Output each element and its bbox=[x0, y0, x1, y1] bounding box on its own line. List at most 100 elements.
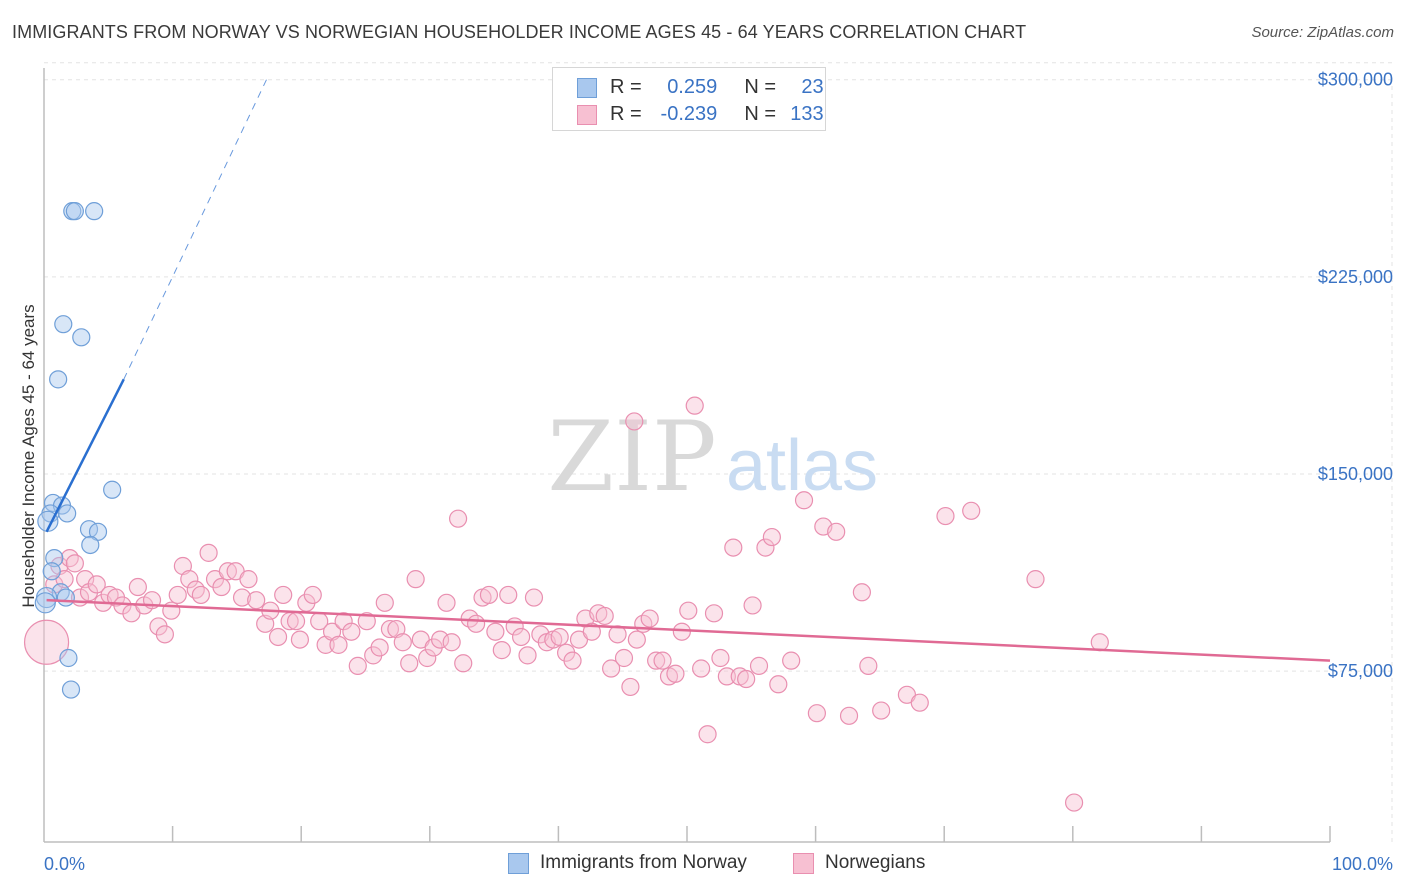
data-point-norwegians bbox=[653, 651, 672, 670]
data-point-norwegians bbox=[743, 596, 762, 615]
data-point-norwegians bbox=[737, 669, 756, 689]
data-point-norwegians bbox=[962, 501, 981, 520]
data-point-norwegians bbox=[357, 612, 376, 631]
data-point-norway bbox=[56, 588, 75, 607]
data-point-norwegians bbox=[199, 543, 218, 562]
legend-r-label: R = bbox=[610, 76, 642, 98]
data-point-norwegians bbox=[910, 693, 929, 712]
data-point-norwegians bbox=[329, 635, 348, 654]
legend-n-value: 23 bbox=[801, 76, 824, 98]
data-point-norwegians bbox=[1026, 570, 1045, 589]
y-axis-label: Householder Income Ages 45 - 64 years bbox=[19, 304, 38, 607]
data-point-norwegians bbox=[479, 585, 499, 605]
data-point-norwegians bbox=[518, 646, 537, 665]
data-point-norway bbox=[42, 562, 61, 581]
legend-r-value: 0.259 bbox=[667, 76, 718, 98]
data-point-norwegians bbox=[936, 506, 955, 526]
data-point-norwegians bbox=[442, 633, 461, 652]
data-point-norwegians bbox=[679, 601, 698, 620]
data-point-norwegians bbox=[1064, 793, 1084, 812]
data-point-norway bbox=[61, 680, 81, 699]
data-point-norwegians bbox=[704, 604, 724, 623]
legend-r-label: R = bbox=[610, 103, 642, 125]
trendlines bbox=[45, 79, 1331, 662]
data-point-norwegians bbox=[492, 641, 511, 660]
immigrants-from-norway-series bbox=[34, 202, 122, 699]
data-point-norway bbox=[49, 370, 68, 389]
x-tick-label: 0.0% bbox=[44, 854, 85, 874]
trendline-norwegians bbox=[46, 598, 1331, 662]
data-point-norwegians bbox=[418, 648, 437, 668]
data-point-norwegians bbox=[621, 677, 640, 697]
legend-r-value: -0.239 bbox=[660, 103, 718, 125]
data-point-norwegians bbox=[448, 509, 468, 528]
data-point-norwegians bbox=[375, 593, 394, 612]
correlation-legend: R = 0.259 N = 23 R = -0.239 N = 133 bbox=[552, 67, 826, 131]
data-point-norwegians bbox=[692, 659, 711, 678]
data-point-norwegians bbox=[232, 588, 252, 607]
data-point-norwegians bbox=[807, 704, 826, 723]
data-point-norwegians bbox=[499, 585, 518, 605]
watermark-zip: ZIP bbox=[547, 401, 716, 513]
legend-label-norwegians: Norwegians bbox=[825, 852, 926, 873]
data-point-norwegians bbox=[672, 622, 691, 641]
data-point-norway bbox=[81, 535, 100, 555]
data-point-norwegians bbox=[268, 627, 288, 647]
data-point-norwegians bbox=[614, 648, 634, 668]
data-point-norwegians bbox=[524, 588, 544, 607]
data-point-norwegians bbox=[762, 527, 781, 547]
data-point-norway bbox=[34, 592, 56, 614]
data-point-norwegians bbox=[186, 580, 205, 599]
data-point-norway bbox=[54, 315, 73, 334]
data-point-norwegians bbox=[782, 651, 801, 670]
data-point-norway bbox=[59, 648, 78, 668]
data-point-norwegians bbox=[65, 554, 84, 573]
data-point-norwegians bbox=[839, 706, 859, 725]
x-axis-ticks: 0.0% 100.0% bbox=[44, 854, 1393, 874]
data-point-norwegians bbox=[602, 659, 621, 678]
data-point-norwegians bbox=[647, 651, 666, 670]
legend-n-label: N = bbox=[744, 76, 777, 98]
data-point-norway bbox=[65, 202, 84, 221]
legend-swatch-norwegians bbox=[793, 853, 814, 874]
data-point-norwegians bbox=[342, 622, 361, 641]
data-point-norwegians bbox=[155, 625, 174, 644]
y-axis-ticks: $75,000 $150,000 $225,000 $300,000 bbox=[1318, 70, 1393, 681]
legend-swatch-norway bbox=[577, 78, 597, 98]
data-point-norwegians bbox=[550, 627, 569, 647]
data-point-norwegians bbox=[168, 585, 187, 605]
data-point-norwegians bbox=[437, 593, 456, 612]
data-point-norwegians bbox=[1090, 633, 1109, 652]
trendline-norway bbox=[45, 378, 125, 533]
data-point-norwegians bbox=[430, 630, 450, 649]
data-point-norwegians bbox=[794, 491, 814, 510]
x-tick-label: 100.0% bbox=[1332, 854, 1393, 874]
data-point-norwegians bbox=[274, 585, 293, 605]
legend-n-value: 133 bbox=[790, 103, 824, 125]
data-point-norwegians bbox=[303, 585, 322, 605]
data-point-norwegians bbox=[595, 606, 614, 626]
data-point-norwegians bbox=[348, 656, 367, 675]
data-point-norwegians bbox=[698, 725, 717, 744]
data-point-norwegians bbox=[486, 622, 505, 641]
data-point-norwegians bbox=[406, 570, 425, 589]
legend-n-label: N = bbox=[744, 103, 777, 125]
data-point-norwegians bbox=[717, 667, 736, 686]
data-point-norwegians bbox=[87, 575, 106, 594]
data-point-norwegians bbox=[400, 654, 419, 673]
data-point-norwegians bbox=[454, 654, 473, 673]
data-point-norwegians bbox=[666, 664, 685, 683]
data-point-norwegians bbox=[872, 701, 891, 720]
data-point-norwegians bbox=[191, 585, 210, 605]
legend-swatch-norwegians bbox=[577, 105, 597, 125]
data-point-norwegians bbox=[393, 633, 412, 652]
data-point-norwegians bbox=[859, 656, 878, 675]
data-point-norwegians bbox=[247, 591, 266, 610]
y-tick-label: $300,000 bbox=[1318, 70, 1393, 90]
watermark: ZIP atlas bbox=[547, 401, 878, 513]
data-point-norwegians bbox=[627, 630, 646, 649]
gridlines bbox=[44, 62, 1393, 842]
legend-label-norway: Immigrants from Norway bbox=[540, 852, 747, 873]
data-point-norwegians bbox=[640, 609, 659, 628]
